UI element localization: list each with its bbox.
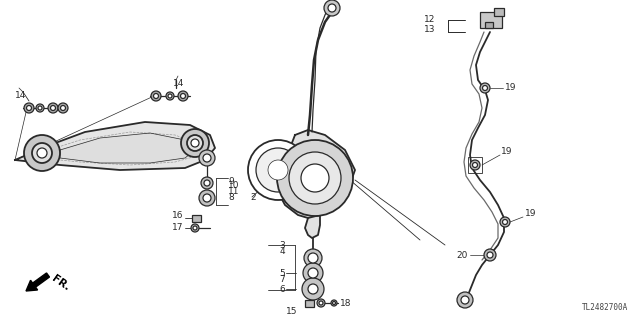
Text: 7: 7 [279, 275, 285, 284]
Circle shape [203, 154, 211, 162]
Text: 19: 19 [501, 148, 513, 156]
Circle shape [470, 160, 480, 170]
Bar [494, 8, 504, 16]
Circle shape [187, 135, 203, 151]
Circle shape [51, 106, 56, 110]
Circle shape [58, 103, 68, 113]
Polygon shape [60, 133, 195, 163]
Circle shape [484, 249, 496, 261]
Text: 14: 14 [15, 92, 26, 100]
Circle shape [256, 148, 300, 192]
Circle shape [191, 139, 199, 147]
Circle shape [461, 296, 469, 304]
Text: FR.: FR. [50, 273, 72, 293]
Circle shape [24, 103, 34, 113]
Circle shape [331, 300, 337, 306]
Circle shape [151, 91, 161, 101]
Circle shape [193, 226, 197, 230]
Bar [192, 215, 201, 222]
Circle shape [26, 106, 31, 110]
Circle shape [37, 148, 47, 158]
Circle shape [308, 284, 318, 294]
Circle shape [203, 194, 211, 202]
Circle shape [308, 268, 318, 278]
Text: 16: 16 [172, 211, 183, 220]
Circle shape [304, 249, 322, 267]
Circle shape [24, 135, 60, 171]
Circle shape [317, 299, 325, 307]
Circle shape [328, 4, 336, 12]
Text: 5: 5 [279, 268, 285, 277]
Polygon shape [15, 122, 215, 170]
Text: 2: 2 [250, 194, 255, 203]
Circle shape [319, 301, 323, 305]
Circle shape [38, 106, 42, 110]
Text: 18: 18 [340, 299, 351, 308]
Circle shape [324, 0, 340, 16]
Circle shape [248, 140, 308, 200]
Polygon shape [305, 215, 320, 238]
Circle shape [199, 190, 215, 206]
Circle shape [180, 93, 186, 99]
FancyArrow shape [26, 273, 49, 291]
Circle shape [301, 164, 329, 192]
Text: 9: 9 [228, 177, 234, 186]
Circle shape [268, 160, 288, 180]
Circle shape [178, 91, 188, 101]
Text: 20: 20 [456, 251, 468, 260]
Bar [305, 300, 314, 307]
Polygon shape [278, 130, 355, 218]
Circle shape [487, 252, 493, 258]
Circle shape [500, 217, 510, 227]
Circle shape [166, 92, 174, 100]
Circle shape [199, 150, 215, 166]
Circle shape [201, 177, 213, 189]
Text: 8: 8 [228, 194, 234, 203]
Text: TL2482700A: TL2482700A [582, 303, 628, 312]
Circle shape [333, 301, 335, 305]
Circle shape [48, 103, 58, 113]
Text: 10: 10 [228, 181, 239, 190]
Text: 17: 17 [172, 223, 183, 233]
Circle shape [154, 93, 159, 99]
Circle shape [277, 140, 353, 216]
Text: 6: 6 [279, 284, 285, 293]
Text: 12: 12 [424, 15, 435, 25]
Circle shape [303, 263, 323, 283]
Circle shape [168, 94, 172, 98]
Bar [485, 22, 493, 28]
Circle shape [502, 220, 508, 225]
Text: 19: 19 [505, 84, 516, 92]
Text: 3: 3 [279, 241, 285, 250]
Circle shape [302, 278, 324, 300]
Circle shape [191, 224, 199, 232]
Circle shape [308, 253, 318, 263]
Bar [480, 12, 502, 28]
Text: 19: 19 [525, 210, 536, 219]
Circle shape [472, 163, 477, 167]
Circle shape [457, 292, 473, 308]
Text: 13: 13 [424, 26, 435, 35]
Circle shape [204, 180, 210, 186]
Circle shape [480, 83, 490, 93]
Circle shape [32, 143, 52, 163]
Text: 11: 11 [228, 187, 239, 196]
Circle shape [289, 152, 341, 204]
Bar [468, 157, 482, 173]
Text: 14: 14 [173, 79, 184, 89]
Circle shape [181, 129, 209, 157]
Text: 15: 15 [285, 308, 297, 316]
Circle shape [61, 106, 65, 110]
Circle shape [36, 104, 44, 112]
Circle shape [483, 85, 488, 91]
Text: 4: 4 [280, 247, 285, 257]
